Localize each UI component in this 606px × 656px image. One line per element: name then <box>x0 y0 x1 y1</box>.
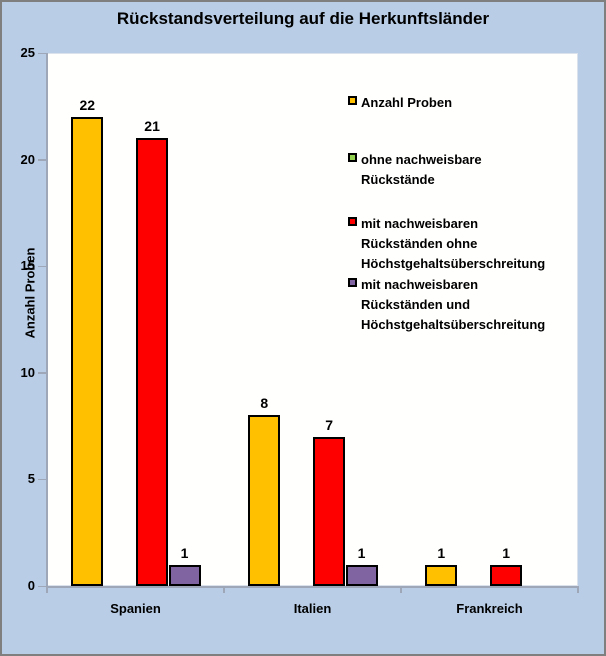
legend-label-line: ohne nachweisbare <box>361 152 482 167</box>
y-tick-label: 15 <box>20 258 35 274</box>
bar <box>490 564 523 586</box>
y-axis-line <box>46 53 48 587</box>
plot-area <box>47 53 578 586</box>
legend-item: ohne nachweisbare Rückstände <box>348 150 482 190</box>
chart-title: Rückstandsverteilung auf die Herkunftslä… <box>116 9 490 28</box>
legend-label: mit nachweisbaren Rückständen und Höchstge… <box>361 275 545 335</box>
x-tick-mark <box>46 586 48 593</box>
y-tick-mark <box>38 372 46 374</box>
x-category-label: Spanien <box>110 601 161 616</box>
x-category-label: Italien <box>293 601 332 616</box>
bar <box>345 564 378 586</box>
bar-value-label: 21 <box>144 118 160 135</box>
x-tick-mark <box>577 586 579 593</box>
legend-label-line: Rückständen ohne <box>361 236 478 251</box>
legend-swatch-icon <box>348 217 357 226</box>
y-tick-label: 10 <box>20 364 35 380</box>
legend-swatch-icon <box>348 278 357 287</box>
y-tick-mark <box>38 585 46 587</box>
legend-swatch-icon <box>348 96 357 105</box>
legend-label-line: Rückstände <box>361 172 435 187</box>
legend-label-line: Höchstgehaltsüberschreitung <box>361 317 546 332</box>
x-tick-mark <box>400 586 402 593</box>
legend-label-line: Anzahl Proben <box>361 95 453 110</box>
bar <box>168 564 201 586</box>
legend-label-line: mit nachweisbaren <box>361 277 479 292</box>
bar <box>71 116 104 586</box>
bar-value-label: 22 <box>79 96 96 113</box>
bar <box>136 138 169 586</box>
bar-value-label: 1 <box>502 544 510 561</box>
y-tick-label: 25 <box>20 45 35 60</box>
legend-item: mit nachweisbaren Rückständen und Höchstge… <box>348 275 545 335</box>
y-tick-label: 0 <box>27 578 35 593</box>
bar-value-label: 1 <box>357 544 366 561</box>
legend-label-line: Höchstgehaltsüberschreitung <box>361 256 546 271</box>
legend-label-line: mit nachweisbaren <box>361 216 479 231</box>
y-tick-mark <box>38 265 46 268</box>
bar <box>313 436 346 586</box>
x-category-label: Frankreich <box>456 601 523 616</box>
x-axis-line <box>46 586 579 588</box>
bar-value-label: 7 <box>325 416 333 433</box>
bar-value-label: 1 <box>180 544 189 561</box>
y-tick-mark <box>38 52 46 54</box>
y-tick-mark <box>38 478 46 481</box>
bar-value-label: 1 <box>437 544 446 561</box>
bar <box>425 564 458 586</box>
y-tick-mark <box>38 159 46 161</box>
legend-label: ohne nachweisbare Rückstände <box>361 150 482 190</box>
legend-swatch-icon <box>348 153 357 162</box>
bar <box>248 415 281 586</box>
legend-label: mit nachweisbaren Rückständen ohne Höchstg… <box>361 214 545 274</box>
legend-item: mit nachweisbaren Rückständen ohne Höchstg… <box>348 214 545 274</box>
bar-value-label: 8 <box>260 395 269 412</box>
x-tick-mark <box>223 586 225 593</box>
legend-label-line: Rückständen und <box>361 297 471 312</box>
legend-label: Anzahl Proben <box>361 93 452 113</box>
legend-item: Anzahl Proben <box>348 93 452 113</box>
y-tick-label: 20 <box>20 151 35 167</box>
y-tick-label: 5 <box>27 471 35 487</box>
